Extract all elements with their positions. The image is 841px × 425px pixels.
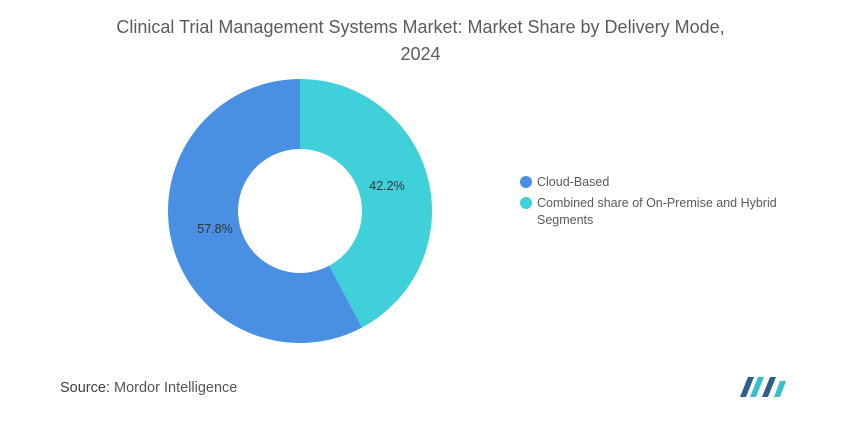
slice-on-premise-hybrid bbox=[300, 79, 432, 328]
legend-swatch-on-premise-hybrid bbox=[520, 197, 532, 209]
chart-legend: Cloud-Based Combined share of On-Premise… bbox=[520, 174, 820, 233]
data-label-on-premise-hybrid: 42.2% bbox=[369, 179, 404, 193]
legend-label-cloud-based: Cloud-Based bbox=[537, 175, 610, 189]
mordor-intelligence-logo-icon bbox=[740, 377, 786, 397]
source-text: Mordor Intelligence bbox=[114, 380, 238, 396]
legend-label-on-premise-hybrid: Combined share of On-Premise and Hybrid … bbox=[537, 196, 777, 227]
donut-slices bbox=[167, 79, 432, 344]
slice-labels: 42.2% 57.8% bbox=[197, 179, 404, 236]
slice-cloud-based bbox=[167, 79, 363, 344]
source-label: Source: bbox=[60, 380, 110, 396]
source-note: Source: Mordor Intelligence bbox=[60, 380, 237, 396]
legend-swatch-cloud-based bbox=[520, 176, 532, 188]
legend-item-on-premise-hybrid: Combined share of On-Premise and Hybrid … bbox=[520, 195, 820, 229]
legend-item-cloud-based: Cloud-Based bbox=[520, 174, 820, 191]
data-label-cloud-based: 57.8% bbox=[197, 222, 232, 236]
chart-title: Clinical Trial Management Systems Market… bbox=[116, 17, 725, 64]
